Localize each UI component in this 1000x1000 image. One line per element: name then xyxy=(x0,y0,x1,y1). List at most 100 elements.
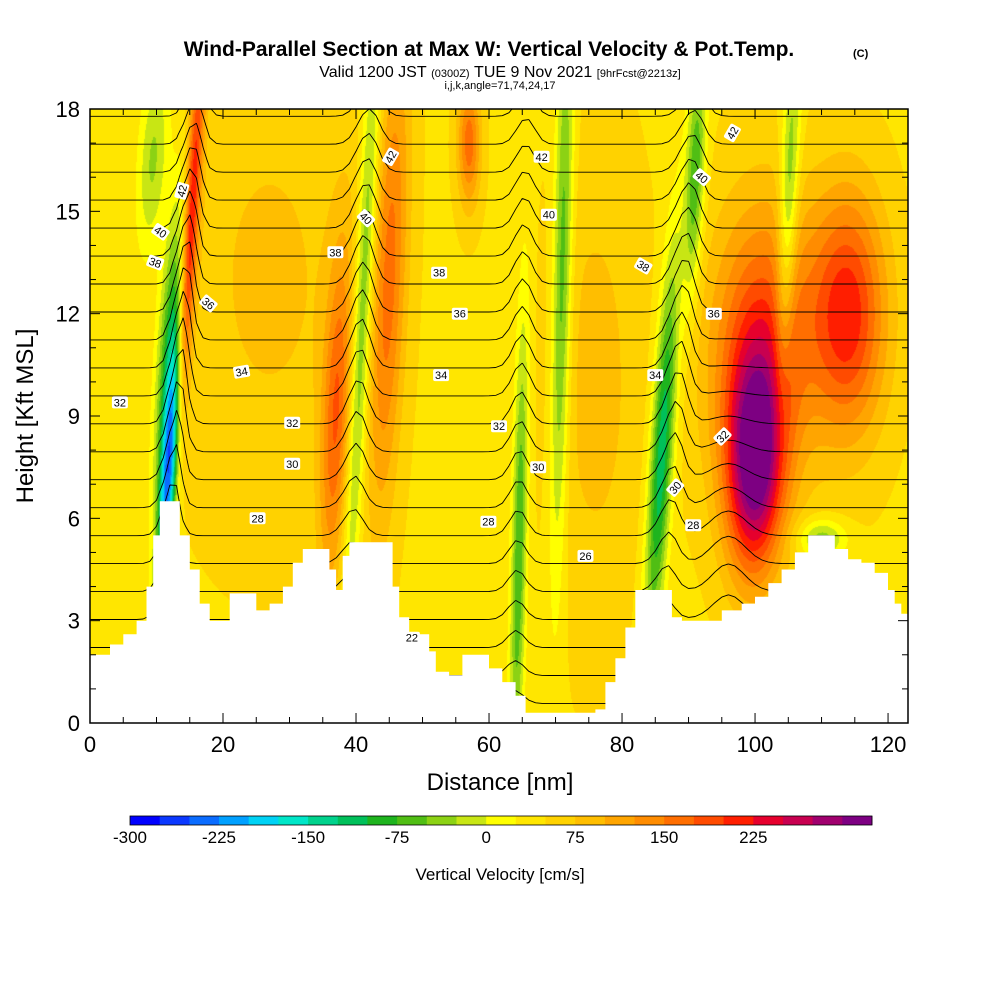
colorbar-tick-label: -150 xyxy=(291,828,325,847)
theta-contour-line xyxy=(90,444,908,509)
colorbar-cell xyxy=(575,816,606,825)
contour-label-background xyxy=(451,307,468,320)
contour-label: 32 xyxy=(111,396,128,409)
plot-area: 4240383634323230284240383836343230282622… xyxy=(56,97,909,757)
y-tick-label: 15 xyxy=(56,199,80,224)
colorbar-cell xyxy=(426,816,457,825)
contour-label-background xyxy=(232,364,251,379)
colorbar-cell xyxy=(308,816,339,825)
contour-label: 36 xyxy=(451,307,468,321)
contour-label-text: 42 xyxy=(725,125,742,142)
contour-label-background xyxy=(577,549,594,562)
x-tick-label: 100 xyxy=(737,732,774,757)
x-tick-label: 0 xyxy=(84,732,96,757)
contour-label: 42 xyxy=(533,150,550,164)
colorbar-cell xyxy=(486,816,517,825)
contour-label-text: 34 xyxy=(435,370,447,382)
contour-label-text: 36 xyxy=(708,309,720,321)
contour-label-text: 22 xyxy=(406,633,418,645)
contour-label-background xyxy=(533,150,550,163)
contour-label: 42 xyxy=(382,147,400,166)
colorbar-tick-label: 75 xyxy=(566,828,585,847)
contour-label-background xyxy=(199,294,218,313)
colorbar-cell xyxy=(219,816,250,825)
contour-label-text: 36 xyxy=(454,309,466,321)
subtitle-utc: (0300Z) xyxy=(431,68,470,80)
contour-label-text: 40 xyxy=(543,210,555,222)
contour-label: 42 xyxy=(723,123,742,143)
contour-label-background xyxy=(634,257,653,275)
subtitle-forecast: [9hrFcst@2213z] xyxy=(597,68,681,80)
contour-label-background xyxy=(540,208,557,221)
theta-contour-line xyxy=(90,214,908,285)
contour-label-background xyxy=(284,416,301,429)
contour-label: 38 xyxy=(327,246,344,259)
colorbar-cell xyxy=(159,816,190,825)
contour-label-text: 42 xyxy=(175,184,190,199)
contour-label-background xyxy=(692,168,711,187)
contour-label-background xyxy=(249,512,266,525)
colorbar-cells xyxy=(129,815,873,826)
x-axis: 0 20 40 60 80 100 120 xyxy=(84,109,907,757)
colorbar-cell xyxy=(545,816,576,825)
y-tick-label: 0 xyxy=(68,711,80,736)
contour-label: 36 xyxy=(705,307,722,321)
contour-label-background xyxy=(403,631,420,644)
colorbar-frame xyxy=(129,815,873,826)
colorbar-cell xyxy=(783,816,814,825)
x-tick-label: 120 xyxy=(870,732,907,757)
x-axis-label: Distance [nm] xyxy=(427,769,574,796)
colorbar-cell xyxy=(189,816,220,825)
contour-label: 42 xyxy=(174,182,190,200)
contour-label-text: 32 xyxy=(493,421,505,433)
contour-label: 34 xyxy=(433,369,450,382)
y-axis-label: Height [Kft MSL] xyxy=(12,329,39,504)
colorbar-ticks: -300 -225 -150 -75 0 75 150 225 xyxy=(113,828,768,847)
colorbar-tick-label: 150 xyxy=(650,828,678,847)
contour-label: 28 xyxy=(685,519,702,532)
contour-label-background xyxy=(491,420,507,433)
theta-contour-line xyxy=(90,349,908,425)
colorbar-cell xyxy=(456,816,487,825)
colorbar-cell xyxy=(693,816,724,825)
contour-label-text: 28 xyxy=(482,517,494,529)
contour-label-background xyxy=(146,254,165,271)
y-tick-label: 12 xyxy=(56,302,80,327)
contour-label-text: 26 xyxy=(579,551,591,563)
contour-label: 30 xyxy=(530,461,547,474)
contour-label: 40 xyxy=(540,208,557,222)
contour-labels: 42 40 38 36 34 32 32 30 28 42 40 38 38 36 34 32 30 28 26 22… xyxy=(111,123,742,645)
chart-title: Wind-Parallel Section at Max W: Vertical… xyxy=(184,38,795,61)
contour-label-text: 38 xyxy=(634,259,651,276)
colorbar-cell xyxy=(604,816,635,825)
contour-label-text: 34 xyxy=(235,366,249,380)
contour-label-background xyxy=(382,147,400,166)
y-tick-label: 6 xyxy=(68,506,80,531)
colorbar-title: Vertical Velocity [cm/s] xyxy=(415,865,584,884)
chart-subtitle: Valid 1200 JST (0300Z) TUE 9 Nov 2021 [9… xyxy=(319,64,680,81)
contour-label: 30 xyxy=(284,457,301,471)
contour-label-text: 38 xyxy=(329,247,341,259)
contour-label-background xyxy=(431,266,448,279)
colorbar-cell xyxy=(812,816,843,825)
contour-label: 32 xyxy=(491,420,507,433)
theta-contour-line xyxy=(90,317,908,397)
contour-label-background xyxy=(356,209,376,228)
colorbar-tick-label: 225 xyxy=(739,828,767,847)
contour-label-background xyxy=(713,427,732,446)
colorbar-cell xyxy=(515,816,546,825)
contour-label-text: 28 xyxy=(687,520,699,532)
theta-contour-line xyxy=(90,291,908,369)
theta-contour-line xyxy=(90,381,908,453)
contour-label: 38 xyxy=(146,254,165,271)
contour-label-text: 32 xyxy=(114,397,126,409)
contour-label-background xyxy=(705,307,722,320)
subtitle-valid: Valid 1200 JST xyxy=(319,64,427,81)
theta-contour-line xyxy=(90,267,908,341)
contour-label-background xyxy=(666,478,685,497)
terrain xyxy=(90,501,908,723)
x-tick-label: 20 xyxy=(211,732,235,757)
colorbar-tick-label: -300 xyxy=(113,828,147,847)
